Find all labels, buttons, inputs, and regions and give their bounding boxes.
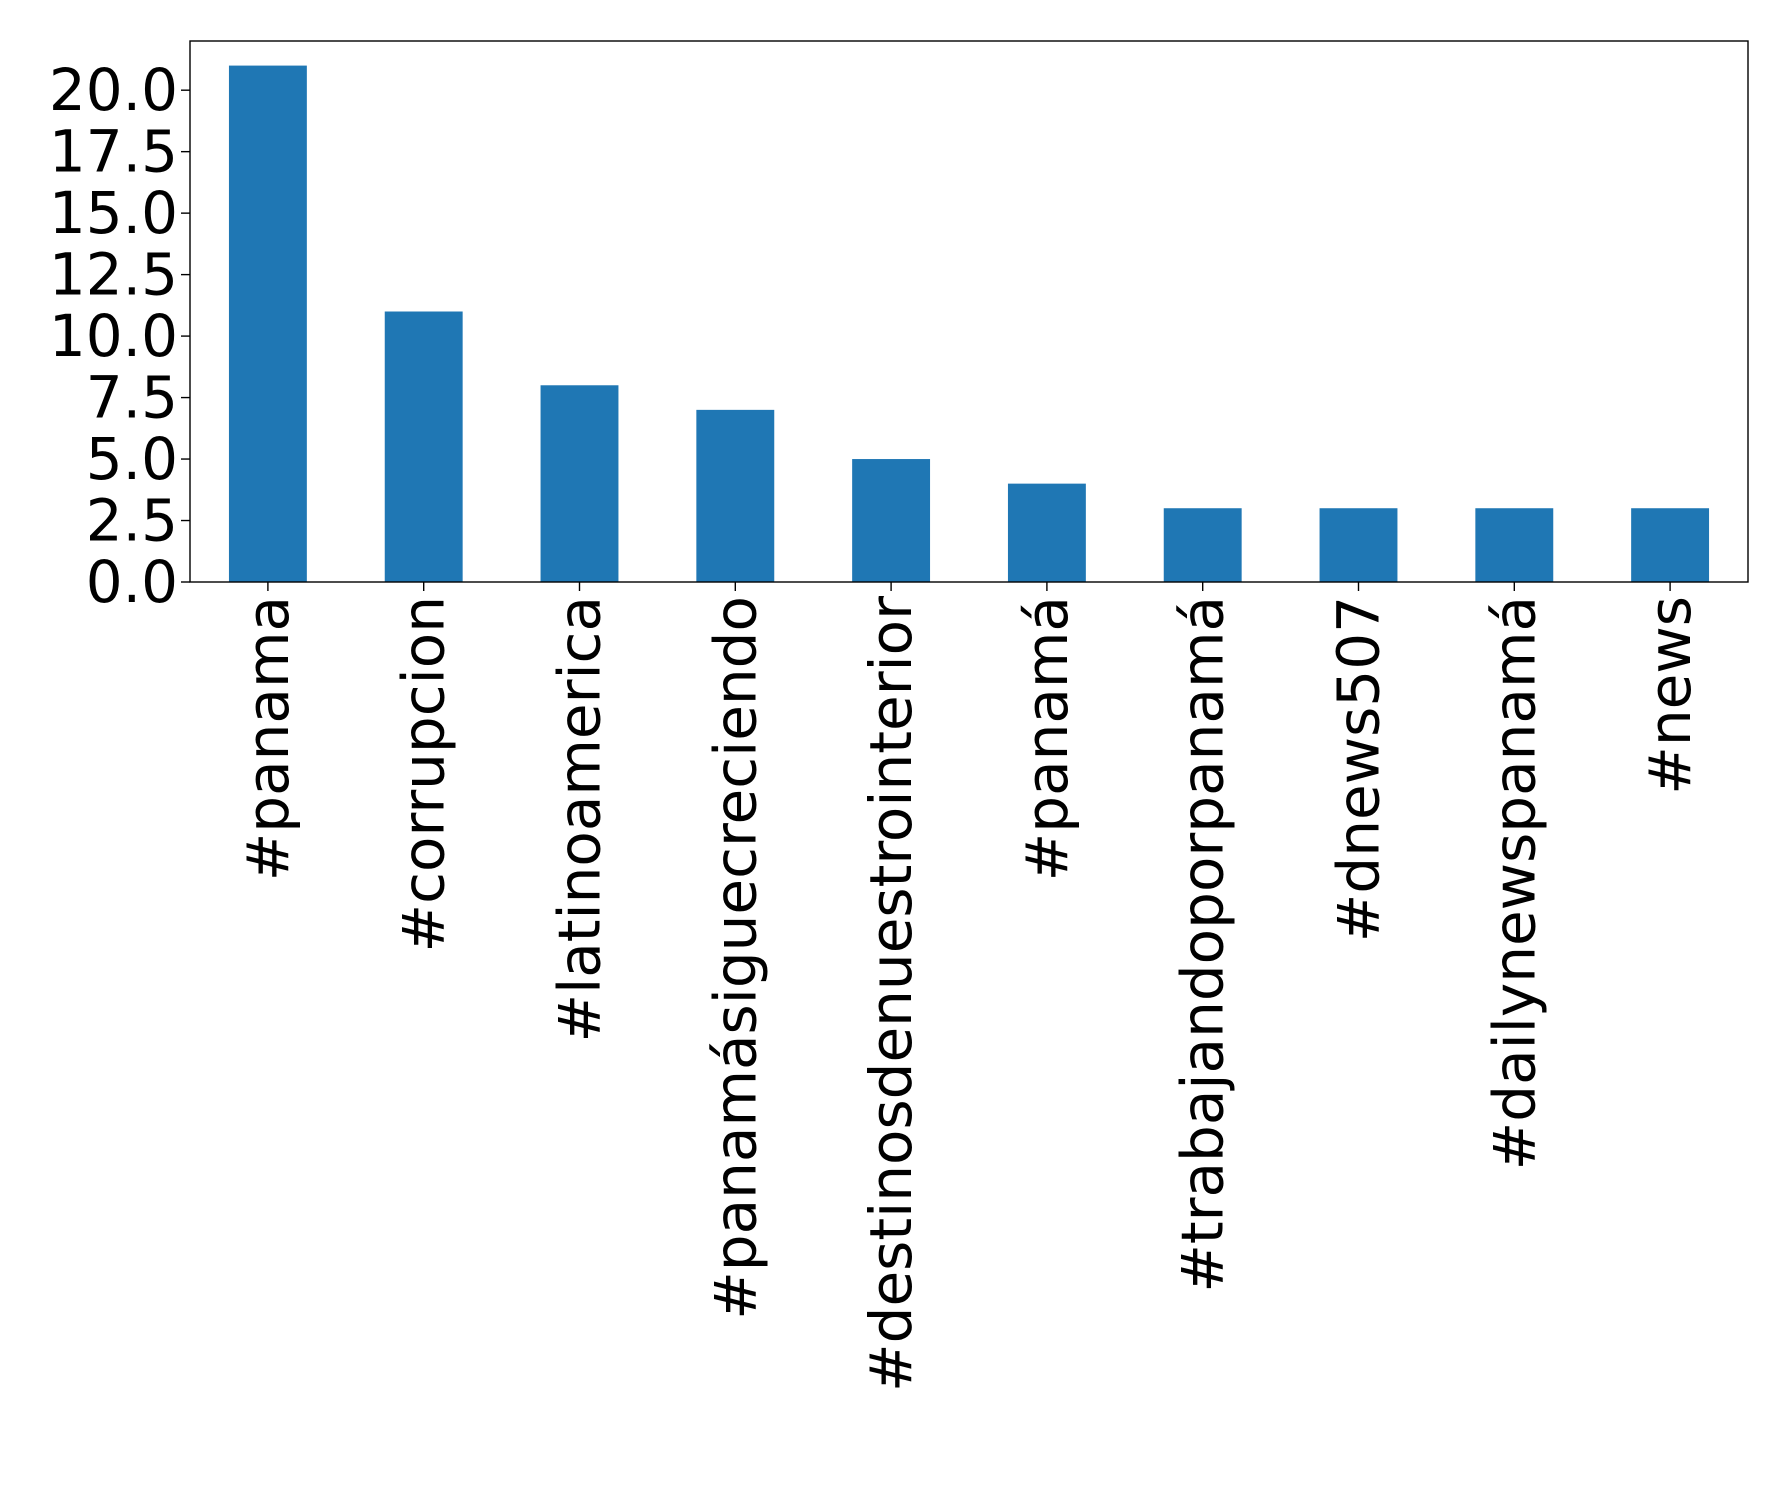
y-tick-label: 15.0 <box>49 179 178 247</box>
x-tick-label: #panama <box>234 596 302 881</box>
y-tick-label: 17.5 <box>49 118 178 186</box>
x-tick-label: #latinoamerica <box>546 596 614 1042</box>
y-tick-label: 0.0 <box>86 548 178 616</box>
bar-9 <box>1631 508 1710 582</box>
bar-7 <box>1319 508 1398 582</box>
bar-0 <box>228 65 307 582</box>
bar-6 <box>1163 508 1242 582</box>
y-tick-label: 2.5 <box>86 487 178 555</box>
bar-1 <box>384 311 463 582</box>
x-tick-label: #dnews507 <box>1325 596 1393 942</box>
axes-layer <box>189 40 1749 583</box>
bar-3 <box>696 409 775 582</box>
x-tick-label: #destinosdenuestrointerior <box>857 596 925 1392</box>
plot-frame <box>189 40 1749 583</box>
y-tick-label: 5.0 <box>86 425 178 493</box>
y-tick-label: 20.0 <box>49 56 178 124</box>
bar-2 <box>540 385 619 582</box>
y-tick-label: 12.5 <box>49 241 178 309</box>
bars-layer <box>228 65 1710 582</box>
x-tick-label: #dailynewspanamá <box>1480 596 1548 1170</box>
bar-4 <box>852 459 931 582</box>
bar-8 <box>1475 508 1554 582</box>
bar-5 <box>1007 483 1086 582</box>
x-tick-label: #panamá <box>1013 596 1081 881</box>
y-tick-label: 10.0 <box>49 302 178 370</box>
x-axis-ticks: #panama #corrupcion #latinoamerica #panamás… <box>234 582 1704 1392</box>
x-tick-label: #corrupcion <box>390 596 458 952</box>
x-tick-label: #news <box>1636 596 1704 795</box>
x-tick-label: #panamásiguecreciendo <box>701 596 769 1320</box>
y-tick-label: 7.5 <box>86 364 178 432</box>
x-tick-label: #trabajandoporpanamá <box>1169 596 1237 1293</box>
y-axis-ticks: 0.02.55.07.510.012.515.017.520.0 <box>49 56 190 616</box>
